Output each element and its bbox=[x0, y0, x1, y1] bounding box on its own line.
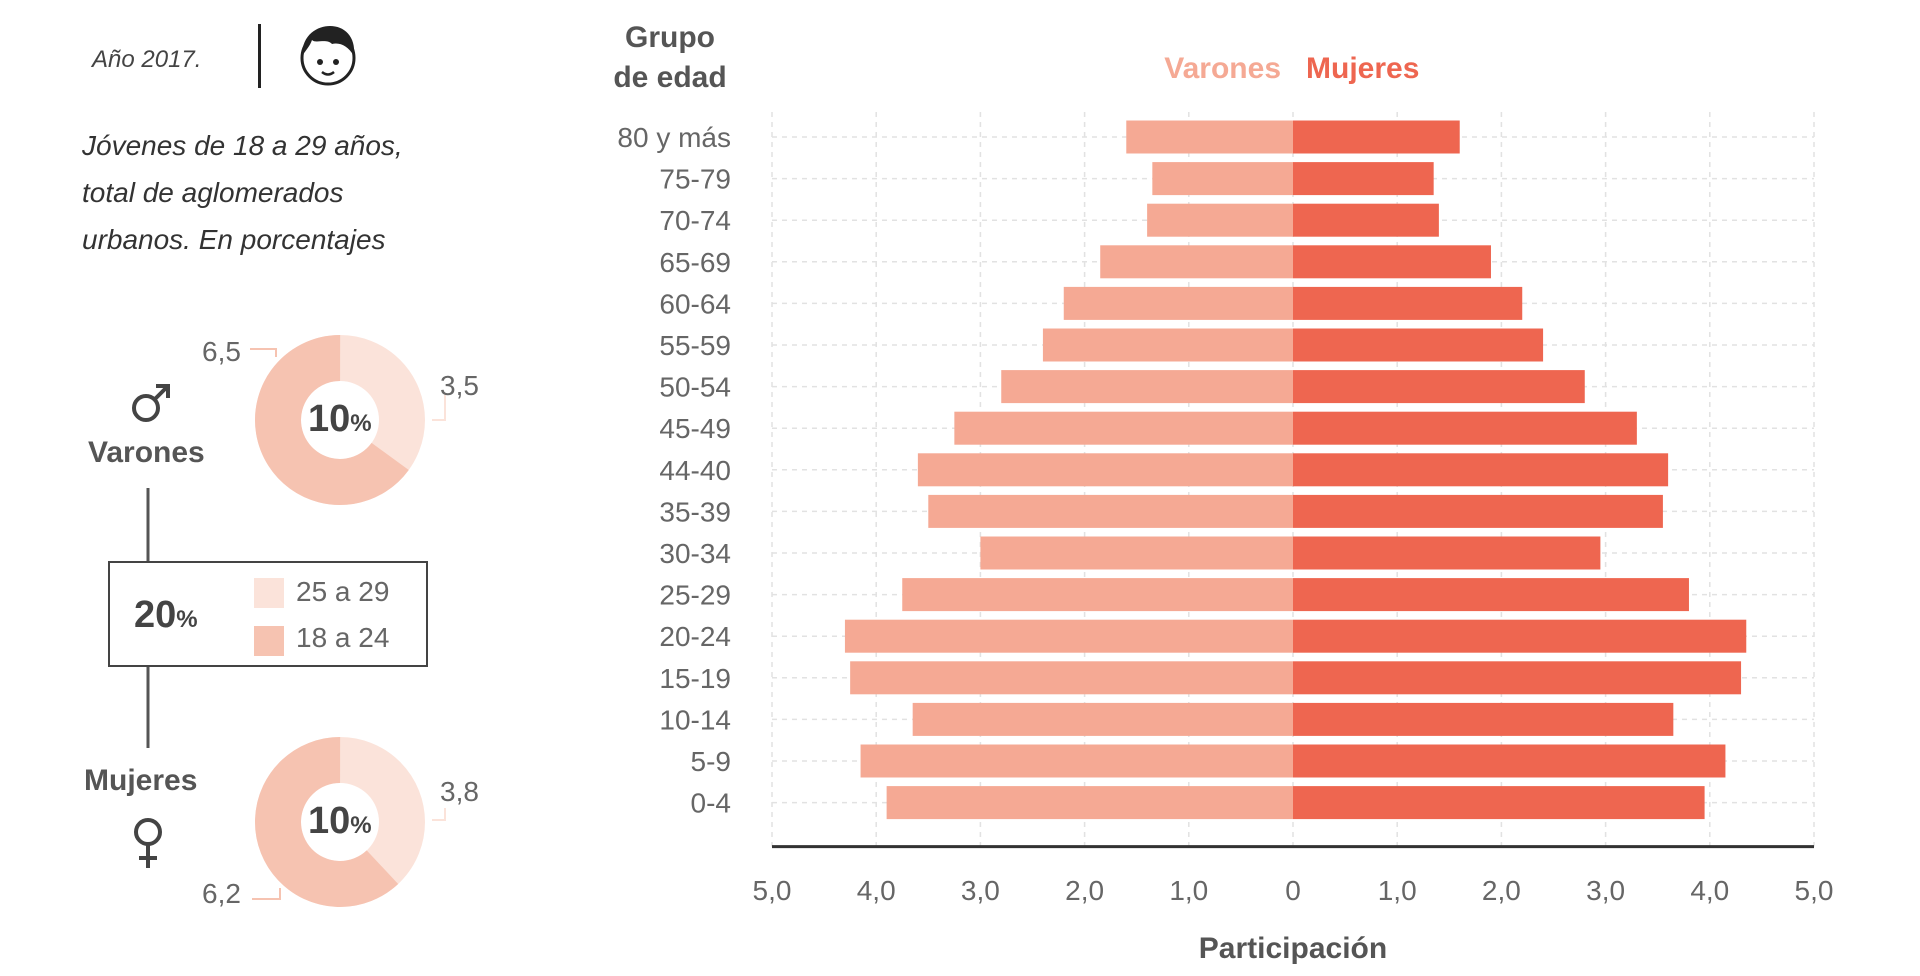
category-label: 44-40 bbox=[659, 455, 731, 486]
category-label: 75-79 bbox=[659, 164, 731, 195]
bar-varones-30-34 bbox=[980, 536, 1293, 570]
x-tick-label: 3,0 bbox=[961, 875, 1000, 906]
bar-varones-35-39 bbox=[928, 494, 1293, 528]
category-label: 45-49 bbox=[659, 413, 731, 444]
male-donut bbox=[255, 335, 425, 505]
boy-face-icon bbox=[300, 26, 356, 86]
bar-varones-25-29 bbox=[902, 578, 1293, 612]
legend-label-18-24: 18 a 24 bbox=[296, 622, 390, 653]
female-symbol-icon bbox=[134, 818, 162, 868]
bar-mujeres-5-9 bbox=[1293, 744, 1726, 778]
x-tick-label: 5,0 bbox=[1795, 875, 1834, 906]
bar-mujeres-80-y-más bbox=[1293, 120, 1460, 154]
bar-varones-55-59 bbox=[1042, 328, 1293, 362]
category-label: 80 y más bbox=[617, 122, 731, 153]
bar-varones-50-54 bbox=[1001, 370, 1293, 404]
category-label: 10-14 bbox=[659, 704, 731, 735]
donut-leader-lines bbox=[146, 348, 446, 900]
bar-mujeres-30-34 bbox=[1293, 536, 1601, 570]
bar-varones-15-19 bbox=[850, 661, 1293, 695]
bar-varones-45-49 bbox=[954, 411, 1293, 445]
bar-mujeres-15-19 bbox=[1293, 661, 1742, 695]
male-label: Varones bbox=[88, 436, 205, 469]
header-divider bbox=[258, 24, 261, 88]
bar-mujeres-20-24 bbox=[1293, 619, 1747, 653]
male-segment-label-18-24: 6,5 bbox=[202, 336, 241, 367]
x-tick-label: 3,0 bbox=[1586, 875, 1625, 906]
category-label: 70-74 bbox=[659, 205, 731, 236]
category-label: 20-24 bbox=[659, 621, 731, 652]
legend-swatch-25-29 bbox=[254, 578, 284, 608]
bar-varones-20-24 bbox=[844, 619, 1293, 653]
bar-varones-5-9 bbox=[860, 744, 1293, 778]
category-label: 25-29 bbox=[659, 580, 731, 611]
legend-mujeres: Mujeres bbox=[1306, 52, 1419, 85]
x-tick-label: 4,0 bbox=[857, 875, 896, 906]
bar-mujeres-35-39 bbox=[1293, 494, 1663, 528]
x-tick-label: 2,0 bbox=[1065, 875, 1104, 906]
category-label: 15-19 bbox=[659, 663, 731, 694]
bar-mujeres-60-64 bbox=[1293, 286, 1523, 320]
x-axis-title: Participación bbox=[1199, 932, 1387, 965]
bar-varones-60-64 bbox=[1063, 286, 1293, 320]
x-tick-label: 1,0 bbox=[1169, 875, 1208, 906]
female-segment-label-25-29: 3,8 bbox=[440, 776, 479, 807]
bar-mujeres-25-29 bbox=[1293, 578, 1689, 612]
category-label: 65-69 bbox=[659, 247, 731, 278]
bar-mujeres-44-40 bbox=[1293, 453, 1669, 487]
total-box bbox=[108, 561, 428, 667]
bar-varones-70-74 bbox=[1147, 203, 1293, 237]
female-total-pct: 10% bbox=[308, 800, 372, 842]
category-label: 5-9 bbox=[691, 746, 731, 777]
category-label: 50-54 bbox=[659, 372, 731, 403]
category-label: 0-4 bbox=[691, 788, 731, 819]
female-segment-label-18-24: 6,2 bbox=[202, 878, 241, 909]
bar-varones-10-14 bbox=[912, 702, 1293, 736]
bar-mujeres-50-54 bbox=[1293, 370, 1585, 404]
y-axis-title: de edad bbox=[613, 61, 726, 94]
x-tick-label: 2,0 bbox=[1482, 875, 1521, 906]
x-tick-label: 1,0 bbox=[1378, 875, 1417, 906]
bar-mujeres-45-49 bbox=[1293, 411, 1637, 445]
subtitle-line: total de aglomerados bbox=[82, 177, 344, 208]
male-symbol-icon bbox=[132, 384, 170, 422]
legend-label-25-29: 25 a 29 bbox=[296, 576, 390, 607]
x-tick-label: 4,0 bbox=[1690, 875, 1729, 906]
bar-varones-65-69 bbox=[1100, 245, 1293, 279]
sidebar-subtitle: Jóvenes de 18 a 29 años, total de aglome… bbox=[82, 122, 462, 263]
donut-segment-18-24 bbox=[255, 335, 425, 505]
bar-mujeres-75-79 bbox=[1293, 162, 1434, 196]
subtitle-line: urbanos. En porcentajes bbox=[82, 224, 386, 255]
bar-varones-80-y-más bbox=[1126, 120, 1293, 154]
male-segment-label-25-29: 3,5 bbox=[440, 370, 479, 401]
x-tick-label: 0 bbox=[1285, 875, 1301, 906]
x-tick-label: 5,0 bbox=[753, 875, 792, 906]
bar-mujeres-65-69 bbox=[1293, 245, 1491, 279]
bar-varones-75-79 bbox=[1152, 162, 1293, 196]
category-label: 55-59 bbox=[659, 330, 731, 361]
legend-swatch-18-24 bbox=[254, 626, 284, 656]
total-pct: 20% bbox=[134, 594, 198, 636]
subtitle-line: Jóvenes de 18 a 29 años, bbox=[82, 130, 403, 161]
bar-mujeres-70-74 bbox=[1293, 203, 1439, 237]
category-label: 60-64 bbox=[659, 288, 731, 319]
year-label: Año 2017. bbox=[92, 46, 202, 73]
donut-segment-18-24 bbox=[255, 737, 425, 907]
female-label: Mujeres bbox=[84, 764, 198, 797]
category-label: 35-39 bbox=[659, 496, 731, 527]
category-label: 30-34 bbox=[659, 538, 731, 569]
male-total-pct: 10% bbox=[308, 398, 372, 440]
bar-mujeres-55-59 bbox=[1293, 328, 1544, 362]
bar-mujeres-0-4 bbox=[1293, 786, 1705, 820]
bar-varones-44-40 bbox=[917, 453, 1293, 487]
bar-mujeres-10-14 bbox=[1293, 702, 1674, 736]
bar-varones-0-4 bbox=[886, 786, 1293, 820]
female-donut bbox=[255, 737, 425, 907]
y-axis-title: Grupo bbox=[625, 21, 715, 54]
legend-varones: Varones bbox=[1164, 52, 1281, 85]
